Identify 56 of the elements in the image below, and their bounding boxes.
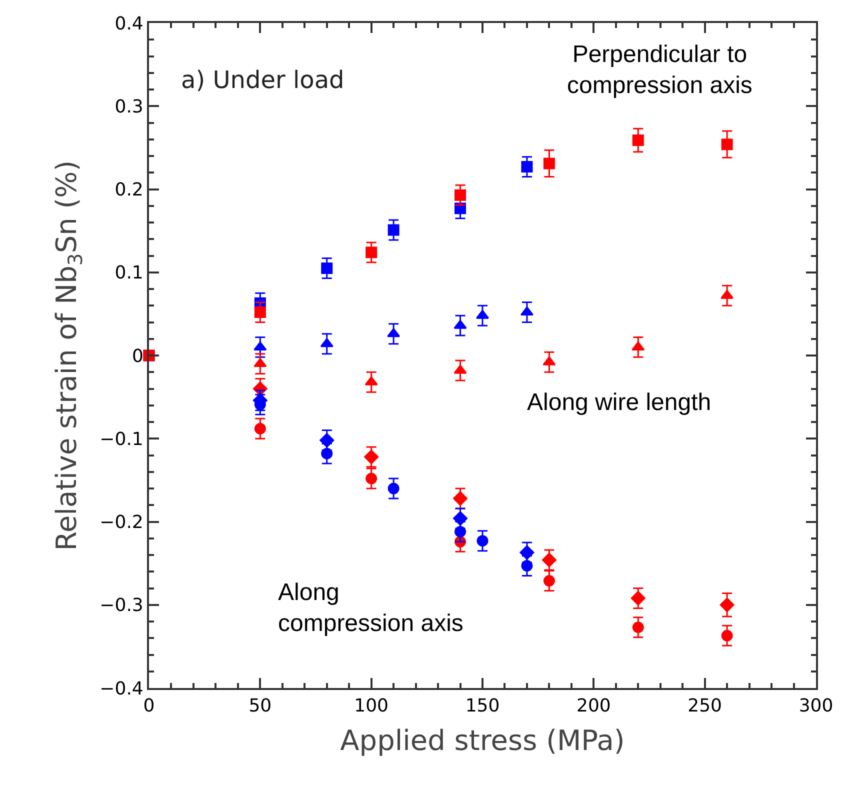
point [521, 560, 533, 572]
y-tick-label: 0 [132, 346, 144, 367]
point [632, 134, 644, 146]
y-tick-label: 0.3 [114, 96, 144, 118]
point [254, 358, 267, 368]
point [321, 262, 333, 274]
point [476, 535, 488, 547]
point [543, 575, 555, 587]
point [387, 328, 400, 338]
point [388, 224, 400, 236]
point [364, 450, 379, 464]
point [453, 491, 468, 506]
point [720, 598, 734, 612]
y-tick-label: −0.1 [100, 428, 144, 450]
y-tick-label: −0.4 [100, 678, 144, 700]
point [454, 364, 467, 374]
x-tick-label: 250 [688, 696, 722, 717]
point [454, 320, 467, 329]
point [454, 189, 466, 201]
x-tick-label: 150 [465, 696, 500, 717]
point [321, 448, 333, 460]
point [366, 472, 378, 484]
point [632, 622, 644, 634]
point [630, 590, 646, 606]
point [366, 246, 378, 258]
y-tick-label: 0.4 [114, 13, 144, 34]
point [520, 306, 534, 316]
y-tick-label: −0.2 [100, 512, 144, 534]
y-tick-label: 0.2 [114, 180, 144, 201]
point [721, 630, 733, 642]
point [254, 341, 267, 350]
annotation: Perpendicular to compression axis [567, 41, 752, 100]
point [720, 290, 734, 299]
point [542, 552, 556, 568]
annotation: Along wire length [527, 389, 712, 416]
point [721, 138, 733, 150]
x-axis-title: Applied stress (MPa) [340, 724, 625, 758]
point [454, 526, 466, 538]
point [521, 161, 533, 173]
x-tick-label: 100 [354, 696, 389, 717]
x-tick-label: 50 [248, 696, 272, 717]
x-tick-label: 200 [576, 696, 611, 717]
annotation: a) Under load [181, 66, 344, 94]
point [320, 338, 334, 348]
point [364, 376, 378, 386]
point [388, 482, 400, 494]
y-tick-label: −0.3 [100, 595, 144, 616]
point [520, 545, 534, 560]
x-tick-label: 300 [798, 696, 834, 717]
point [543, 158, 555, 170]
point [632, 341, 645, 350]
point [254, 422, 266, 434]
annotation: Along compression axis [278, 579, 464, 638]
point [542, 356, 556, 366]
y-tick-label: 0.1 [114, 262, 144, 284]
point [254, 306, 266, 318]
